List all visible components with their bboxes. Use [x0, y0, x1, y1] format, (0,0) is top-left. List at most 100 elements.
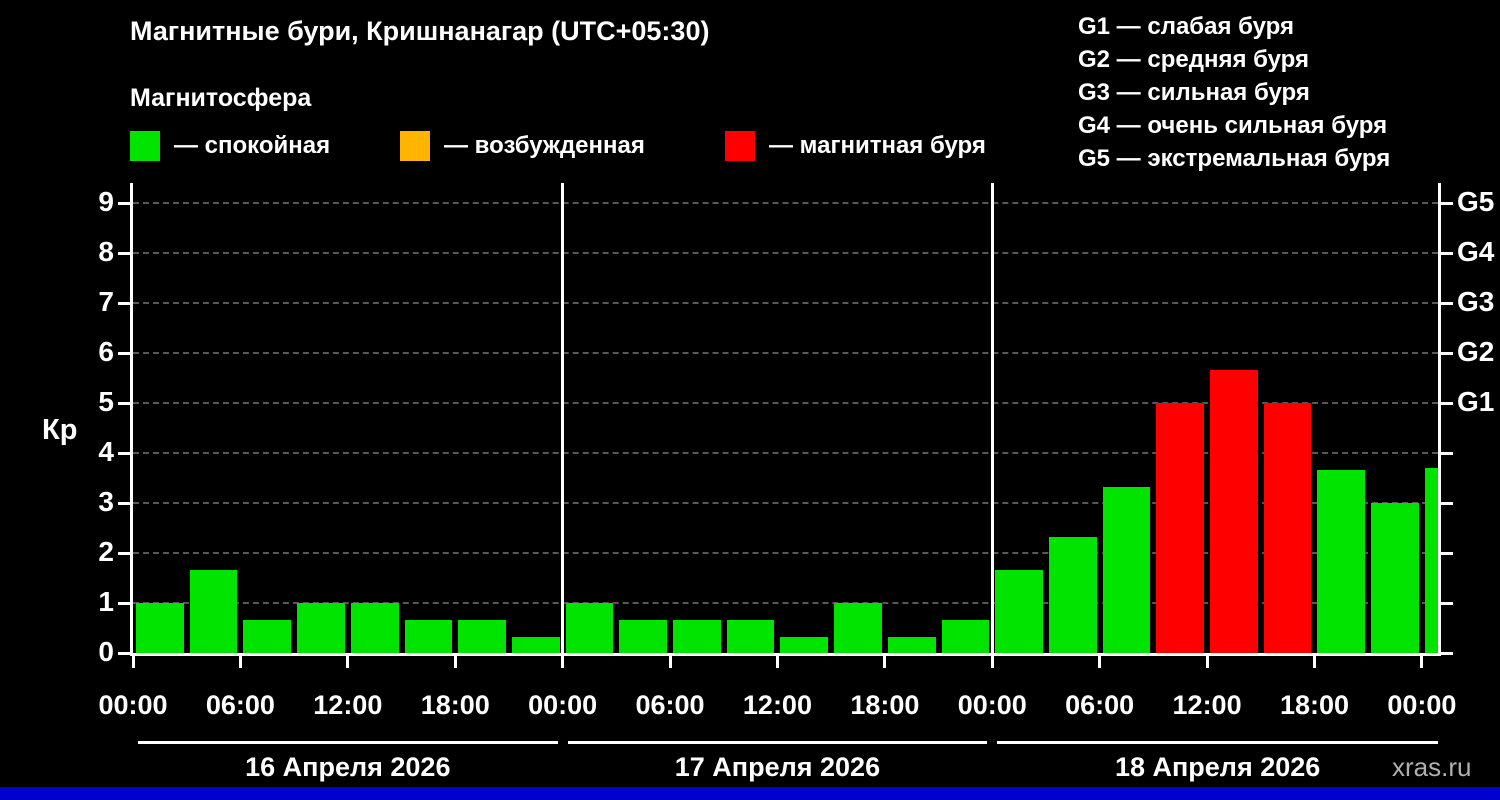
kp-bar — [1424, 468, 1438, 653]
kp-bar — [136, 603, 184, 653]
g-level-label: G2 — [1457, 336, 1495, 367]
g-level-label: G4 — [1457, 236, 1495, 267]
legend-item-storm: — магнитная буря — [725, 131, 986, 161]
gridline — [133, 602, 1438, 604]
x-tick-label: 00:00 — [1387, 690, 1457, 720]
axis-tick-right — [1441, 251, 1453, 255]
date-line — [138, 741, 558, 744]
x-tick-label: 18:00 — [1279, 690, 1349, 720]
x-tick-label: 18:00 — [420, 690, 490, 720]
x-tick-label: 12:00 — [742, 690, 812, 720]
g-level-label: G5 — [1457, 186, 1495, 217]
axis-tick-right — [1441, 501, 1453, 505]
axis-tick-right — [1441, 301, 1453, 305]
y-tick-label: 9 — [98, 186, 114, 217]
axis-tick-right — [1441, 651, 1453, 655]
axis-tick-left — [118, 451, 130, 455]
y-tick-label: 5 — [98, 386, 114, 417]
chart-title: Магнитные бури, Кришнанагар (UTC+05:30) — [130, 16, 710, 46]
kp-bar — [780, 636, 829, 653]
state-legend: — спокойная — возбужденная — магнитная бур… — [0, 131, 1500, 163]
gridline — [133, 302, 1438, 304]
y-tick-label: 0 — [98, 636, 114, 667]
kp-bar — [726, 619, 775, 653]
g-legend-item-g1: G1 — слабая буря — [1078, 13, 1295, 40]
x-tick-label: 00:00 — [98, 690, 168, 720]
kp-bar — [1102, 486, 1151, 653]
bottom-strip — [0, 787, 1500, 800]
kp-bar — [511, 636, 560, 653]
axis-tick-bottom — [1205, 656, 1209, 668]
legend-item-quiet: — спокойная — [130, 131, 330, 161]
kp-bar — [834, 603, 882, 653]
date-line — [567, 741, 988, 744]
x-tick-label: 06:00 — [635, 690, 705, 720]
excited-color-swatch — [400, 131, 430, 161]
gridline — [133, 502, 1438, 504]
kp-bar — [1317, 469, 1366, 653]
magnetosphere-label: Магнитосфера — [130, 84, 312, 112]
plot-area — [130, 183, 1441, 656]
axis-tick-bottom — [883, 656, 887, 668]
axis-tick-bottom — [346, 656, 350, 668]
kp-bar — [619, 619, 668, 653]
kp-bar — [1210, 369, 1258, 653]
kp-bar — [350, 603, 399, 653]
date-label: 16 Апреля 2026 — [245, 752, 451, 782]
x-tick-label: 18:00 — [850, 690, 920, 720]
g-legend-item-g3: G3 — сильная буря — [1078, 79, 1310, 106]
axis-tick-bottom — [453, 656, 457, 668]
x-tick-label: 06:00 — [1065, 690, 1135, 720]
axis-tick-left — [118, 351, 130, 355]
g-legend-item-g4: G4 — очень сильная буря — [1078, 112, 1388, 139]
axis-tick-bottom — [668, 656, 672, 668]
axis-tick-right — [1441, 401, 1453, 405]
y-axis-label: Кр — [42, 414, 78, 446]
axis-tick-bottom — [990, 656, 994, 668]
quiet-color-swatch — [130, 131, 160, 161]
x-tick-label: 12:00 — [1172, 690, 1242, 720]
gridline — [133, 452, 1438, 454]
axis-tick-left — [118, 601, 130, 605]
g-scale-legend: G1 — слабая буря G2 — средняя буря G3 — си… — [1078, 10, 1390, 175]
axis-tick-bottom — [131, 656, 135, 668]
axis-tick-right — [1441, 551, 1453, 555]
gridline — [133, 402, 1438, 404]
y-tick-label: 1 — [98, 586, 114, 617]
g-level-label: G1 — [1457, 386, 1495, 417]
day-separator — [561, 183, 565, 653]
axis-tick-left — [118, 401, 130, 405]
kp-bar — [565, 603, 614, 653]
kp-bar — [1156, 403, 1205, 653]
kp-bar — [673, 619, 721, 653]
legend-label: — спокойная — [174, 132, 331, 159]
gridline — [133, 252, 1438, 254]
legend-label: — магнитная буря — [769, 132, 986, 159]
axis-tick-bottom — [1420, 656, 1424, 668]
y-tick-label: 6 — [98, 336, 114, 367]
axis-tick-bottom — [1312, 656, 1316, 668]
y-tick-label: 3 — [98, 486, 114, 517]
axis-tick-right — [1441, 601, 1453, 605]
axis-tick-left — [118, 551, 130, 555]
y-tick-label: 4 — [98, 436, 114, 467]
y-tick-label: 7 — [98, 286, 114, 317]
watermark: xras.ru — [1392, 752, 1472, 782]
gridline — [133, 552, 1438, 554]
gridline — [133, 352, 1438, 354]
kp-bar — [887, 636, 936, 653]
y-tick-label: 8 — [98, 236, 114, 267]
x-tick-label: 12:00 — [313, 690, 383, 720]
legend-label: — возбужденная — [444, 132, 645, 159]
axis-tick-right — [1441, 201, 1453, 205]
date-label: 17 Апреля 2026 — [674, 752, 881, 782]
x-tick-label: 06:00 — [205, 690, 275, 720]
x-tick-label: 00:00 — [528, 690, 598, 720]
kp-bar — [243, 619, 292, 653]
kp-bar — [1263, 403, 1312, 653]
axis-tick-right — [1441, 451, 1453, 455]
axis-tick-bottom — [561, 656, 565, 668]
kp-bar — [941, 619, 990, 653]
date-label: 18 Апреля 2026 — [1114, 752, 1321, 782]
